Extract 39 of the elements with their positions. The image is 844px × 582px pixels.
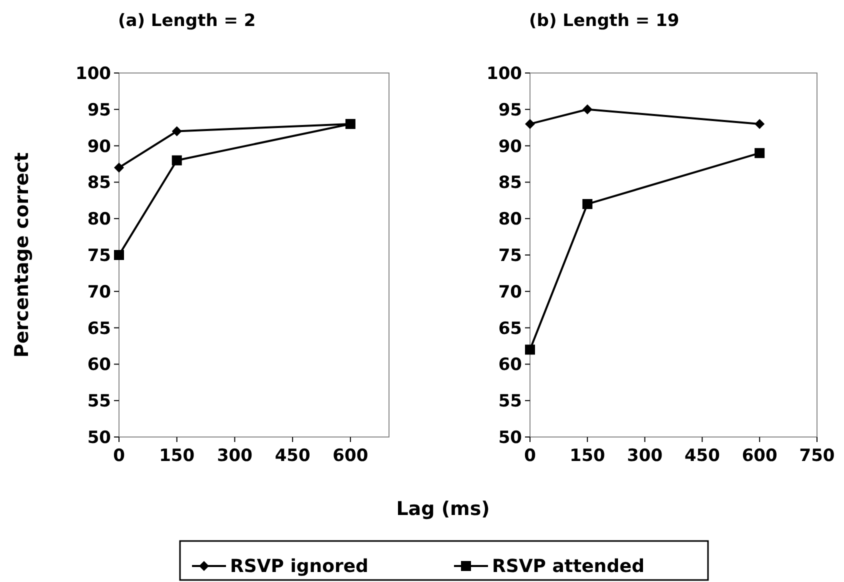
legend-label: RSVP attended [492,556,645,577]
y-tick-label: 70 [87,282,112,302]
y-tick-label: 50 [498,428,522,448]
x-tick-label: 450 [274,446,310,466]
y-tick-label: 55 [498,392,522,412]
chart-title: (b) Length = 19 [529,11,680,31]
y-tick-label: 100 [486,64,522,84]
y-tick-label: 60 [498,355,522,376]
x-tick-label: 0 [113,446,126,466]
y-tick-label: 65 [87,318,111,339]
x-axis-title: Lag (ms) [396,498,490,520]
y-tick-label: 85 [87,173,111,194]
x-tick-label: 600 [332,446,368,466]
y-axis-title: Percentage correct [11,152,33,358]
y-tick-label: 50 [87,428,112,448]
x-tick-label: 300 [216,446,253,466]
y-tick-label: 55 [87,392,111,412]
y-tick-label: 90 [87,136,112,157]
y-tick-label: 75 [87,246,111,266]
x-tick-label: 600 [742,446,778,466]
x-tick-label: 750 [799,446,835,466]
y-tick-label: 90 [498,136,522,157]
x-tick-label: 150 [570,446,606,466]
x-tick-label: 0 [524,446,536,466]
y-tick-label: 60 [87,355,112,376]
x-tick-label: 300 [627,446,663,466]
y-tick-label: 80 [498,210,522,230]
y-tick-label: 65 [498,318,522,339]
x-tick-label: 150 [159,446,195,466]
y-tick-label: 95 [498,100,522,120]
y-tick-label: 95 [87,100,111,120]
y-tick-label: 85 [498,173,522,194]
x-tick-label: 450 [684,446,720,466]
legend-label: RSVP ignored [230,556,368,577]
chart-title: (a) Length = 2 [118,11,256,31]
y-tick-label: 70 [498,282,522,302]
y-tick-label: 100 [76,64,112,84]
y-tick-label: 80 [87,210,112,230]
y-tick-label: 75 [498,246,522,266]
